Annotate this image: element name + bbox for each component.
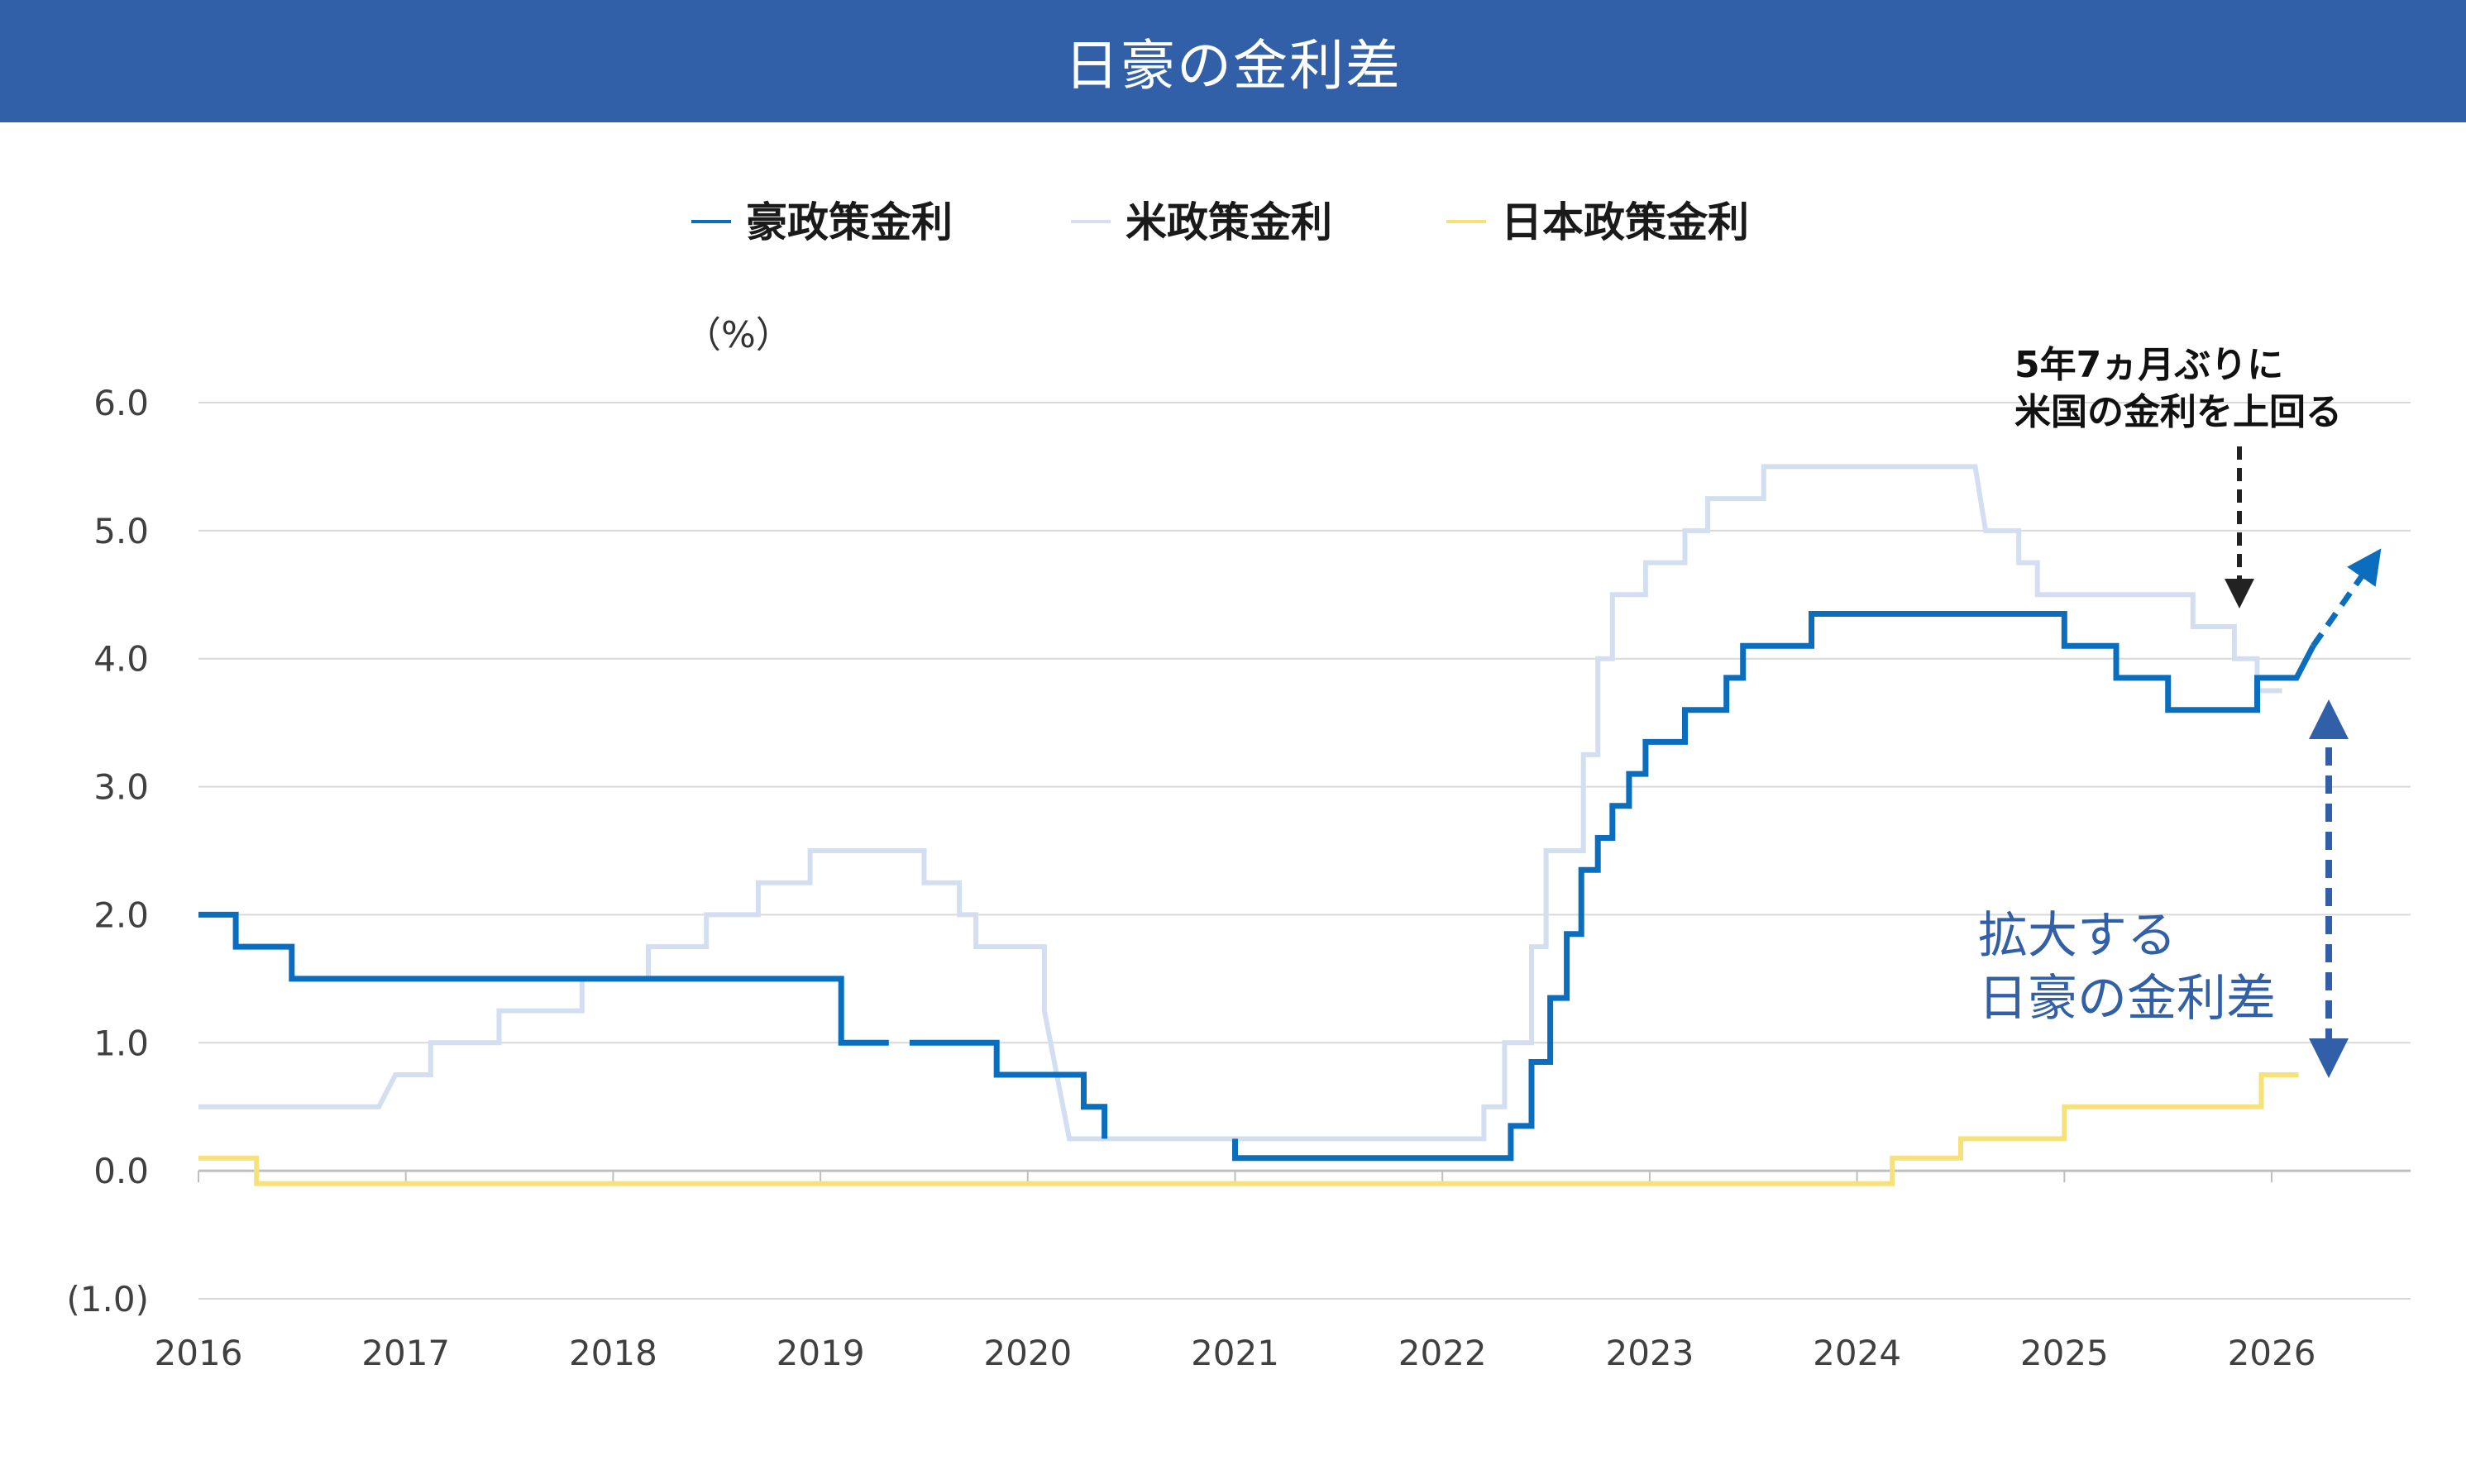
x-tick-label: 2021 — [1191, 1333, 1279, 1373]
y-tick-label: 6.0 — [93, 383, 149, 423]
series-line-us — [198, 464, 2282, 1142]
y-tick-label: 4.0 — [93, 639, 149, 680]
series-line-aus — [909, 1039, 1108, 1139]
series-line-jp — [198, 1072, 2299, 1186]
y-tick-label: 2.0 — [93, 895, 149, 935]
x-tick-label: 2016 — [155, 1333, 243, 1373]
x-tick-label: 2026 — [2228, 1333, 2316, 1373]
y-tick-label: 3.0 — [93, 767, 149, 808]
annotation-us-cross-line2: 米国の金利を上回る — [2014, 391, 2342, 433]
x-tick-label: 2018 — [569, 1333, 657, 1373]
page-title: 日豪の金利差 — [1064, 34, 1402, 98]
x-tick-label: 2022 — [1398, 1333, 1487, 1373]
legend: 豪政策金利 米政策金利 日本政策金利 — [691, 198, 1749, 246]
series-line-aus — [1232, 611, 2316, 1162]
y-axis-ticks: 6.0 5.0 4.0 3.0 2.0 1.0 0.0 (1.0) — [66, 383, 149, 1319]
x-tick-label: 2020 — [983, 1333, 1072, 1373]
x-tick-label: 2019 — [777, 1333, 865, 1373]
x-axis-ticks: 2016 2017 2018 2019 2020 2021 2022 2023 2024 2025… — [155, 1169, 2411, 1373]
y-tick-label: 0.0 — [93, 1151, 149, 1191]
y-tick-label: 5.0 — [93, 511, 149, 551]
series-group — [198, 464, 2382, 1186]
x-tick-label: 2025 — [2020, 1333, 2109, 1373]
y-tick-label: (1.0) — [66, 1279, 149, 1319]
x-tick-label: 2017 — [361, 1333, 450, 1373]
annotation-spread: 拡大する 日豪の金利差 — [1978, 699, 2349, 1078]
series-projection-aus — [2311, 548, 2382, 648]
title-bar: 日豪の金利差 — [0, 0, 2466, 122]
y-tick-label: 1.0 — [93, 1023, 149, 1063]
annotation-us-cross-line1: 5年7ヵ月ぶりに — [2014, 344, 2283, 386]
y-axis-unit: （%） — [685, 314, 792, 356]
annotation-spread-line1: 拡大する — [1978, 907, 2177, 965]
legend-label-us: 米政策金利 — [1125, 198, 1332, 246]
gridlines — [198, 402, 2411, 1300]
x-tick-label: 2023 — [1605, 1333, 1694, 1373]
x-tick-label: 2024 — [1813, 1333, 1901, 1373]
annotation-us-cross: 5年7ヵ月ぶりに 米国の金利を上回る — [2014, 344, 2342, 608]
annotation-spread-line2: 日豪の金利差 — [1978, 970, 2276, 1028]
legend-label-jp: 日本政策金利 — [1501, 198, 1749, 246]
series-line-aus — [198, 911, 889, 1046]
legend-label-aus: 豪政策金利 — [746, 198, 953, 246]
